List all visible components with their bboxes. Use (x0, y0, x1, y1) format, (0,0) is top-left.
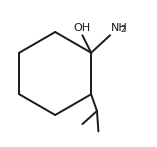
Text: NH: NH (111, 23, 127, 33)
Text: 2: 2 (121, 25, 126, 34)
Text: OH: OH (73, 23, 90, 33)
